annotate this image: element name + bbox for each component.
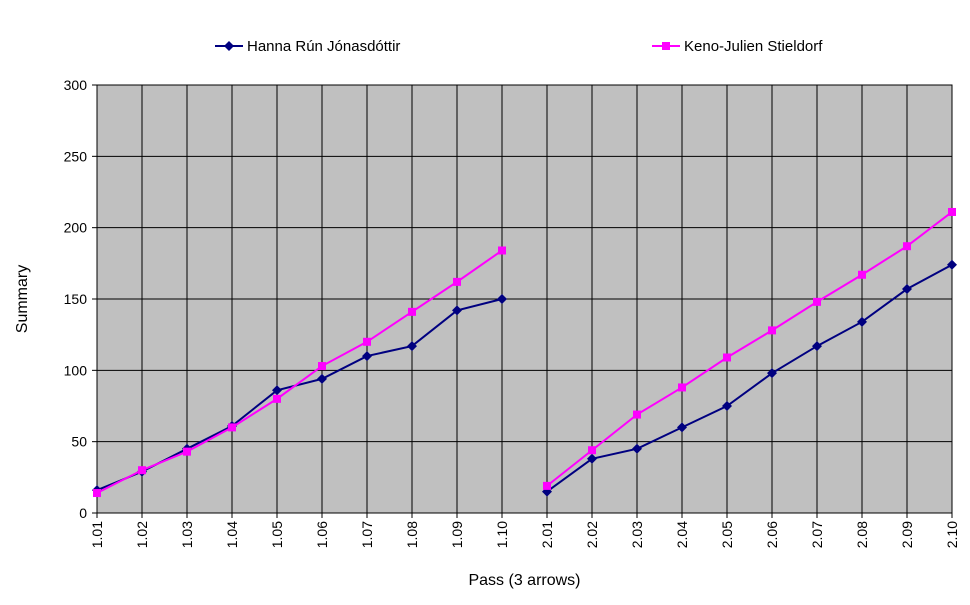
data-point [947, 259, 957, 270]
x-tick-label: 2.07 [809, 521, 825, 548]
series-line [546, 211, 953, 487]
legend: Hanna Rún Jónasdóttir Keno-Julien Stieldo… [215, 38, 823, 55]
x-tick-label: 1.08 [404, 521, 420, 548]
data-point [858, 270, 866, 279]
y-axis-label: Summary [14, 265, 31, 333]
x-tick-label: 1.04 [224, 521, 240, 548]
series-line [546, 263, 953, 493]
x-tick-label: 2.09 [899, 521, 915, 548]
x-tick-label: 1.09 [449, 521, 465, 548]
data-point [318, 362, 326, 371]
x-tick-label: 2.05 [719, 521, 735, 548]
legend-marker [224, 41, 234, 51]
data-point [498, 246, 506, 255]
x-axis-label: Pass (3 arrows) [468, 572, 580, 589]
data-point [813, 297, 821, 306]
x-tick-label: 2.04 [674, 521, 690, 548]
x-tick-label: 2.01 [539, 521, 555, 548]
data-point [272, 385, 282, 396]
data-point [228, 423, 236, 432]
x-tick-label: 1.06 [314, 521, 330, 548]
data-point [857, 316, 867, 327]
data-point [273, 394, 281, 403]
data-point [812, 341, 822, 352]
legend-item: Keno-Julien Stieldorf [652, 38, 823, 55]
legend-label: Hanna Rún Jónasdóttir [247, 38, 400, 55]
series-Keno-Julien Stieldorf [93, 207, 956, 498]
x-tick-label: 1.03 [179, 521, 195, 548]
x-tick-label: 1.07 [359, 521, 375, 548]
x-tick-label: 2.02 [584, 521, 600, 548]
legend-marker [662, 42, 670, 50]
data-point [588, 446, 596, 455]
data-point [723, 353, 731, 362]
data-point [407, 341, 417, 352]
data-point [452, 305, 462, 316]
data-point [677, 422, 687, 433]
data-point [408, 307, 416, 316]
x-tick-label: 2.08 [854, 521, 870, 548]
data-point [722, 401, 732, 411]
data-point [948, 207, 956, 216]
data-point [903, 242, 911, 251]
y-tick-label: 100 [64, 362, 88, 378]
x-tick-label: 1.02 [134, 521, 150, 548]
y-tick-label: 150 [64, 291, 88, 307]
data-point [632, 443, 642, 454]
data-point [93, 489, 101, 498]
series-Hanna Rún Jónasdóttir [92, 259, 957, 497]
x-tick-label: 1.10 [494, 521, 510, 548]
grid [96, 84, 953, 514]
series-line [96, 249, 503, 494]
series-layer [92, 207, 957, 498]
x-tick-label: 2.10 [944, 521, 960, 548]
data-point [678, 383, 686, 392]
y-tick-label: 0 [79, 505, 87, 521]
data-point [317, 373, 327, 384]
x-tick-label: 1.05 [269, 521, 285, 548]
data-point [497, 294, 507, 304]
data-point [768, 326, 776, 335]
data-point [543, 481, 551, 490]
y-tick-label: 50 [71, 434, 87, 450]
data-point [183, 447, 191, 456]
data-point [363, 337, 371, 346]
y-axis-ticks: 0 50 100 150 200 250 300 [64, 77, 97, 521]
data-point [633, 410, 641, 419]
data-point [902, 284, 912, 295]
data-point [453, 277, 461, 286]
y-tick-label: 250 [64, 148, 88, 164]
x-tick-label: 2.06 [764, 521, 780, 548]
x-tick-label: 2.03 [629, 521, 645, 548]
data-point [587, 453, 597, 464]
x-tick-label: 1.01 [89, 521, 105, 548]
y-tick-label: 300 [64, 77, 88, 93]
data-point [767, 368, 777, 379]
legend-label: Keno-Julien Stieldorf [684, 38, 823, 55]
data-point [362, 351, 372, 362]
legend-item: Hanna Rún Jónasdóttir [215, 38, 400, 55]
data-point [138, 466, 146, 475]
x-axis-ticks: 1.01 1.02 1.03 1.04 1.05 1.06 1.07 1.08 1.09 1.10… [89, 513, 960, 548]
y-tick-label: 200 [64, 220, 88, 236]
